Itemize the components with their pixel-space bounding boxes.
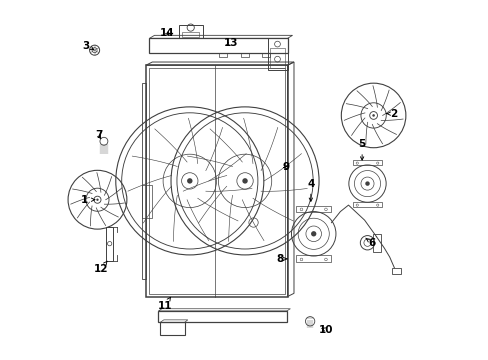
Text: 3: 3 (82, 41, 94, 50)
Bar (158, 311, 286, 321)
Bar (145, 65, 287, 297)
Bar (142, 185, 152, 218)
Bar (295, 255, 331, 262)
Circle shape (310, 231, 316, 237)
Bar (179, 25, 202, 39)
Bar (352, 202, 382, 207)
Bar (160, 322, 184, 335)
Bar (106, 226, 113, 261)
Bar (267, 39, 287, 70)
Bar (391, 267, 400, 274)
Text: 2: 2 (386, 109, 396, 119)
Text: 6: 6 (365, 238, 375, 248)
Text: 14: 14 (160, 28, 174, 38)
Bar (352, 160, 382, 166)
Bar (295, 206, 331, 212)
Circle shape (242, 178, 247, 184)
Bar (182, 32, 199, 37)
Text: 4: 4 (306, 179, 314, 201)
Bar (241, 53, 248, 57)
Bar (148, 68, 284, 294)
Bar (142, 83, 145, 279)
Text: 10: 10 (318, 325, 333, 335)
Bar (269, 48, 285, 68)
Text: 8: 8 (276, 254, 286, 264)
Bar (219, 53, 227, 57)
Text: 11: 11 (157, 297, 172, 311)
Text: 13: 13 (223, 38, 238, 48)
Circle shape (365, 181, 369, 186)
Circle shape (187, 178, 192, 184)
Bar (149, 39, 287, 53)
Text: 7: 7 (95, 130, 102, 140)
Text: 5: 5 (358, 139, 365, 160)
Bar (262, 53, 270, 57)
Circle shape (96, 199, 99, 201)
Circle shape (371, 114, 374, 117)
Text: 12: 12 (94, 261, 108, 274)
Text: 1: 1 (81, 195, 95, 205)
Text: 9: 9 (283, 162, 289, 172)
